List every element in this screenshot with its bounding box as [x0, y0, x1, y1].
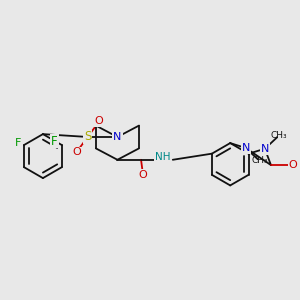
Text: F: F	[15, 138, 21, 148]
Text: CH₃: CH₃	[251, 157, 268, 166]
Text: N: N	[113, 132, 122, 142]
Text: CH₃: CH₃	[270, 131, 287, 140]
Text: O: O	[289, 160, 297, 170]
Text: O: O	[72, 147, 81, 158]
Text: O: O	[95, 116, 103, 127]
Text: O: O	[139, 170, 148, 180]
Text: N: N	[113, 132, 122, 142]
Text: F: F	[51, 134, 58, 148]
Text: S: S	[84, 130, 92, 143]
Text: N: N	[261, 144, 269, 154]
Text: NH: NH	[155, 152, 170, 162]
Text: N: N	[242, 143, 250, 153]
